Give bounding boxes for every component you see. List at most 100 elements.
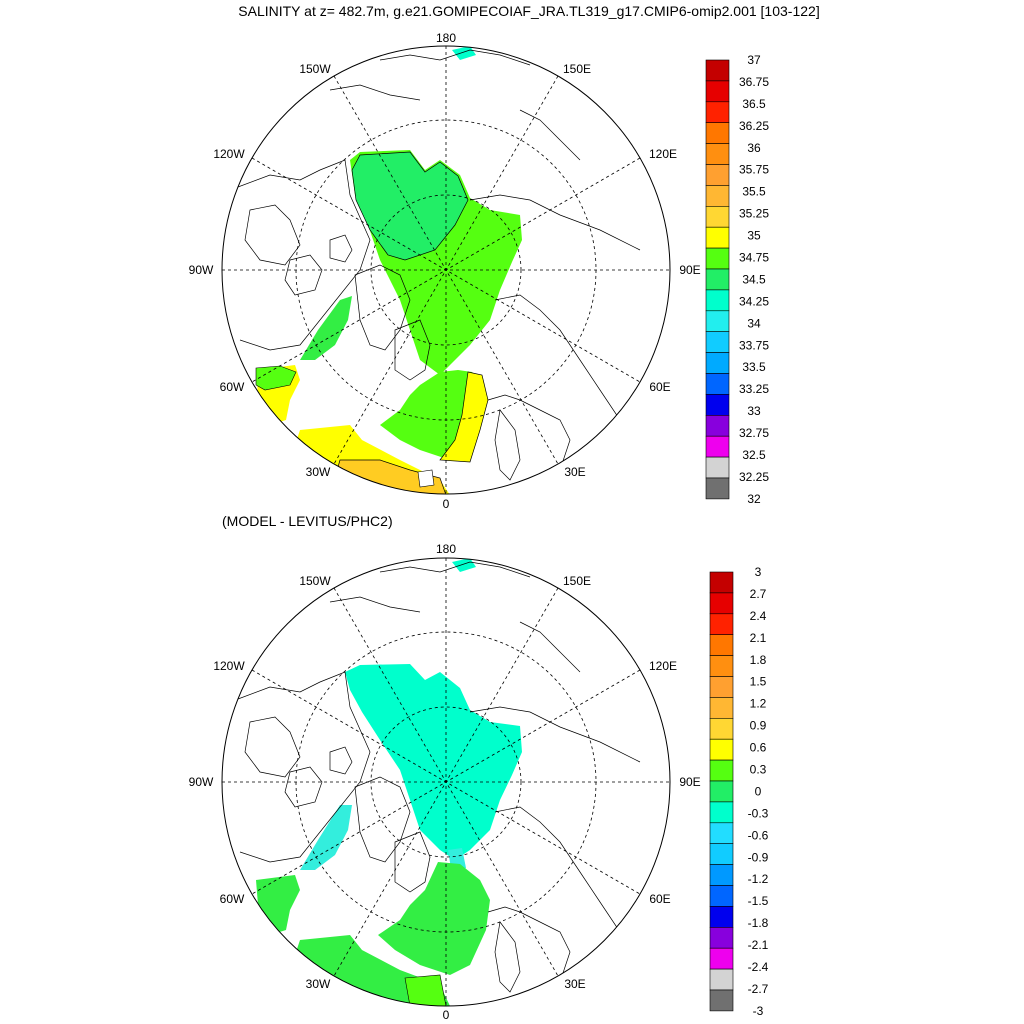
colorbar-swatch (705, 247, 730, 270)
lon-label-150W: 150W (299, 62, 331, 76)
salinity-field-bering (452, 46, 476, 60)
colorbar-swatch (709, 655, 734, 677)
difference-field-bering (452, 558, 476, 572)
colorbar-swatch (705, 310, 730, 332)
map-boundary (221, 45, 671, 495)
difference-field-atlantic-positive (404, 974, 447, 1006)
map-grid (222, 558, 670, 1006)
colorbar-swatch (705, 477, 730, 500)
panel-subtitle: (MODEL - LEVITUS/PHC2) (222, 513, 393, 529)
lon-label-30E: 30E (564, 465, 585, 479)
lon-label-60W: 60W (220, 892, 245, 906)
lon-label-60E: 60E (649, 380, 670, 394)
colorbar-label: 35.25 (739, 207, 769, 221)
lon-label-120E: 120E (649, 659, 677, 673)
lon-label-90E: 90E (679, 775, 700, 789)
colorbar-swatch (709, 822, 734, 844)
colorbar-label: 34 (747, 316, 761, 330)
difference-field-nordic (378, 862, 490, 975)
colorbar-label: 32.5 (742, 448, 766, 462)
colorbar-swatch (705, 373, 730, 395)
lon-label-60W: 60W (220, 380, 245, 394)
colorbar-label: 37 (747, 53, 761, 67)
colorbar-label: 36.25 (739, 119, 769, 133)
colorbar-label: 35.75 (739, 163, 769, 177)
colorbar-label: 33.5 (742, 360, 766, 374)
difference-field-labrador (256, 875, 300, 935)
colorbar-swatch (705, 352, 730, 374)
colorbar-swatch (705, 414, 730, 437)
salinity-field-baffin (300, 296, 352, 360)
colorbar-label: -0.3 (748, 806, 769, 820)
colorbar-swatch (705, 289, 730, 312)
colorbar-swatch (709, 906, 734, 928)
colorbar-swatch (709, 926, 734, 949)
colorbar-label: 32.25 (739, 470, 769, 484)
colorbar-label: 36.5 (742, 97, 766, 111)
lon-label-60E: 60E (649, 892, 670, 906)
colorbar-swatch (709, 717, 734, 740)
colorbar-swatch (709, 697, 734, 719)
colorbar-swatch (709, 864, 734, 886)
lon-label-150W: 150W (299, 574, 331, 588)
colorbar-swatch (705, 268, 730, 291)
map-grid (222, 46, 670, 494)
colorbar-swatch (705, 456, 730, 479)
lon-label-0: 0 (443, 1008, 450, 1022)
figure-title: SALINITY at z= 482.7m, g.e21.GOMIPECOIAF… (238, 3, 819, 19)
colorbar-swatch (705, 164, 730, 186)
lon-label-30E: 30E (564, 977, 585, 991)
lon-label-0: 0 (443, 497, 450, 511)
lon-label-30W: 30W (306, 977, 331, 991)
colorbar-swatch (709, 989, 734, 1012)
colorbar-label: 33.25 (739, 382, 769, 396)
colorbar-label: 32 (747, 492, 761, 506)
lon-label-30W: 30W (306, 465, 331, 479)
colorbar-label: -1.8 (748, 916, 769, 930)
colorbar-label: 3 (755, 565, 762, 579)
lon-label-120E: 120E (649, 147, 677, 161)
colorbar-swatch (709, 613, 734, 635)
lon-label-180: 180 (436, 542, 456, 556)
salinity-field-canada-basin (351, 151, 469, 261)
lon-label-90W: 90W (189, 263, 214, 277)
colorbar-label: -0.6 (748, 828, 769, 842)
lon-label-90E: 90E (679, 263, 700, 277)
longitude-labels: 180 150E 120E 90E 60E 30E 0 30W 60W 90W … (189, 542, 701, 1022)
colorbar-label: 1.5 (750, 675, 767, 689)
colorbar-label: 2.7 (750, 587, 767, 601)
colorbar-swatch (709, 592, 734, 615)
colorbar-label: 34.75 (739, 251, 769, 265)
colorbar-swatch (709, 634, 734, 656)
colorbar-label: 0.9 (750, 719, 767, 733)
colorbar-label: -1.5 (748, 894, 769, 908)
colorbar-swatch (705, 206, 730, 228)
colorbar-label: 35.5 (742, 185, 766, 199)
colorbar-swatch (705, 226, 730, 249)
colorbar-swatch (709, 759, 734, 782)
colorbar-label: 0.6 (750, 741, 767, 755)
colorbar-label: 34.25 (739, 294, 769, 308)
colorbar-label: 32.75 (739, 426, 769, 440)
colorbar-label: 0 (755, 784, 762, 798)
colorbar-swatch (705, 101, 730, 124)
coastlines (229, 49, 641, 481)
colorbar-swatch (709, 947, 734, 970)
colorbar-label: 0.3 (750, 763, 767, 777)
colorbar-swatch (709, 801, 734, 824)
colorbar-label: 33 (747, 404, 761, 418)
colorbar-label: 36.75 (739, 75, 769, 89)
colorbar-label: -2.7 (748, 982, 769, 996)
difference-colorbar: 3 2.7 2.4 2.1 1.8 1.5 1.2 0.9 0.6 0.3 0 -0.3 -0.6 -0.… (709, 565, 769, 1018)
salinity-colorbar: 37 36.75 36.5 36.25 36 35.75 35.5 35.25 35 34.75 3… (705, 53, 769, 506)
lon-label-120W: 120W (213, 147, 245, 161)
map-boundary (221, 557, 671, 1007)
lon-label-90W: 90W (189, 775, 214, 789)
difference-field-baffin (300, 805, 352, 870)
colorbar-swatch (705, 435, 730, 458)
colorbar-label: 1.8 (750, 653, 767, 667)
colorbar-swatch (705, 59, 730, 82)
longitude-labels: 180 150E 120E 90E 60E 30E 0 30W 60W 90W … (189, 31, 701, 511)
colorbar-label: 35 (747, 229, 761, 243)
